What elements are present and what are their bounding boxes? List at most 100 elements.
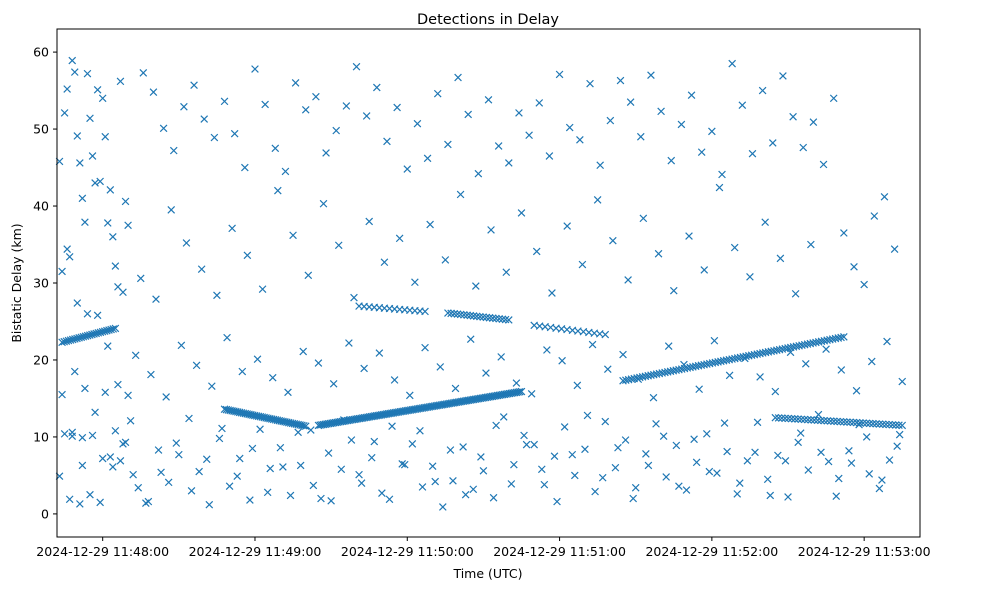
data-point [761,218,769,227]
data-point [895,421,903,430]
data-point [233,472,242,481]
data-point [550,452,559,461]
data-point [91,179,99,187]
data-point [855,420,863,429]
x-tick-label: 2024-12-29 11:48:00 [36,544,169,559]
data-point [869,419,877,428]
data-point [687,91,696,100]
data-point [319,199,328,208]
data-point [408,440,417,448]
data-point [654,249,663,258]
data-point [223,333,231,342]
data-point [78,461,87,470]
data-point [885,420,894,429]
data-point [124,221,132,230]
data-point [208,382,216,390]
y-tick-label: 30 [33,276,49,291]
data-point [205,500,214,509]
data-point [830,417,838,426]
data-point [281,167,290,176]
data-point [418,483,427,491]
data-point [644,461,653,470]
data-point [131,351,140,360]
data-point [895,430,904,439]
data-point [867,357,876,366]
data-point [639,214,648,223]
data-point [872,419,881,428]
y-axis-label: Bistatic Delay (km) [9,223,24,342]
y-axis-ticks: 0 10 20 30 40 50 60 [33,45,57,521]
data-point [758,86,767,95]
data-point [139,69,148,77]
data-point [794,438,802,447]
data-point [601,330,610,339]
data-point [433,89,442,98]
chart-title: Detections in Delay [417,12,559,28]
data-point [284,388,292,397]
data-point [200,115,209,123]
data-point [228,224,236,233]
data-point [700,266,709,274]
data-point [570,471,579,480]
data-point [611,463,620,472]
data-point [438,503,447,511]
data-point [109,463,117,471]
data-point [781,414,789,423]
data-point [893,442,901,451]
data-point [657,107,665,116]
data-point [246,496,254,504]
data-point [843,418,851,426]
data-point [395,234,404,243]
data-point [817,416,825,425]
data-points [56,57,907,511]
data-point [591,487,599,496]
data-point [606,116,615,125]
data-point [565,123,574,132]
data-point [436,363,445,371]
data-point [81,218,89,227]
data-point [563,222,572,230]
data-point [705,467,714,476]
data-point [469,312,478,320]
data-point [96,498,104,507]
data-point [669,286,678,295]
data-point [609,236,617,245]
data-point [83,309,92,318]
data-point [177,341,186,350]
data-point [472,312,481,321]
data-point [76,159,84,167]
data-point [471,282,480,290]
data-point [616,76,625,85]
data-point [791,289,800,298]
data-point [134,483,143,492]
data-point [664,342,673,350]
data-point [692,458,701,467]
data-point [834,474,843,483]
data-point [837,333,845,342]
data-point [774,451,782,460]
data-point [441,256,450,264]
data-point [70,367,79,376]
data-point [880,192,889,201]
data-point [810,416,819,424]
data-point [294,428,302,437]
data-point [65,495,74,504]
data-point [774,414,783,422]
data-point [121,197,130,206]
data-point [461,490,470,499]
data-point [405,391,414,400]
data-point [543,346,551,354]
data-point [274,186,282,195]
data-point [560,423,569,431]
y-tick-label: 0 [41,506,49,521]
data-point [383,137,391,146]
data-point [172,439,181,447]
data-point [215,434,224,443]
data-point [101,388,110,397]
data-point [499,413,508,421]
data-point [197,265,206,273]
data-point [428,462,437,471]
data-point [451,384,460,393]
data-point [164,478,173,487]
data-point [488,314,497,322]
